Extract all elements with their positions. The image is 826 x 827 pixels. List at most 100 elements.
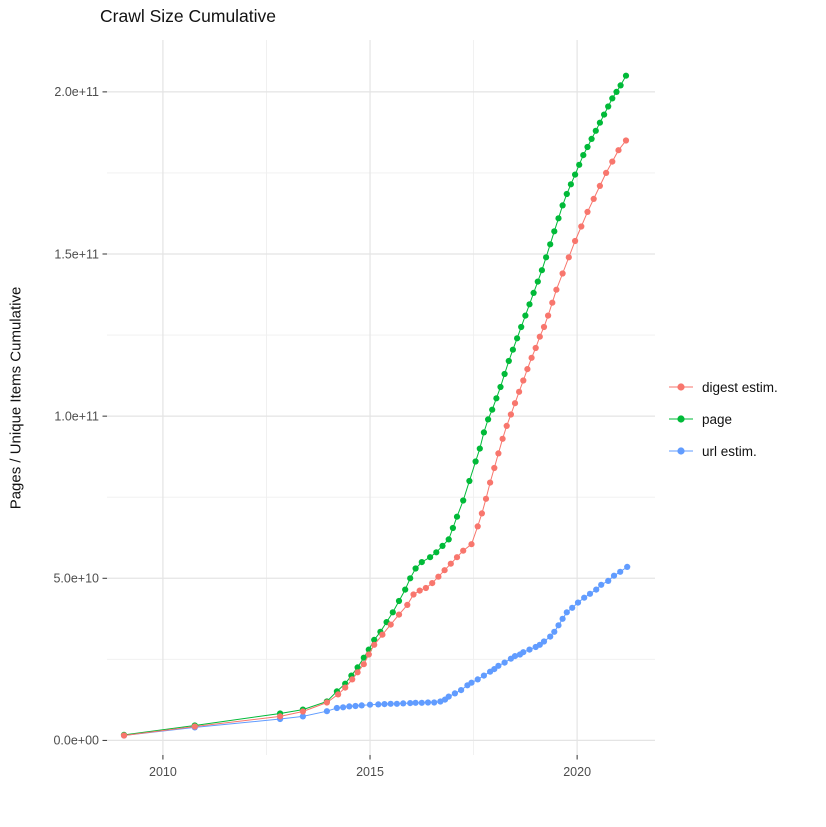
series-url-estim-point: [468, 679, 475, 686]
series-digest-estim-point: [559, 270, 566, 277]
legend-key-icon: [669, 447, 693, 455]
series-digest-estim-point: [520, 377, 527, 384]
series-page-point: [551, 228, 558, 235]
series-url-estim-point: [366, 701, 374, 708]
series-url-estim-point: [569, 604, 576, 611]
series-url-estim-point: [610, 572, 618, 579]
series-page-point: [407, 575, 414, 582]
series-url-estim-point: [333, 704, 340, 712]
series-page-point: [572, 171, 579, 178]
series-page-point: [439, 542, 446, 550]
series-url-estim-point: [400, 700, 407, 707]
y-tick-label: 1.5e+11: [54, 247, 99, 261]
series-digest-estim-point: [622, 137, 630, 144]
y-tick-label: 5.0e+10: [53, 572, 99, 586]
series-page-point: [501, 370, 508, 378]
series-url-estim-point: [511, 653, 519, 660]
series-digest-estim-point: [540, 323, 548, 331]
series-url-estim-point: [547, 633, 554, 640]
series-url-estim-point: [555, 622, 562, 629]
series-url-estim-point: [346, 703, 353, 710]
series-digest-estim-point: [524, 366, 531, 373]
series-digest-estim-point: [435, 573, 442, 580]
series-digest-estim-point: [453, 554, 461, 561]
series-page-point: [389, 609, 396, 616]
y-tick-label: 0.0e+00: [53, 734, 99, 748]
series-page-point: [354, 664, 361, 671]
series-url-estim-point: [375, 701, 382, 708]
series-url-estim-point: [387, 700, 394, 707]
series-page-point: [605, 103, 612, 110]
series-url-estim-point: [381, 701, 388, 708]
series-digest-estim-point: [507, 411, 514, 418]
series-page-point: [493, 395, 500, 402]
legend-key-icon: [669, 415, 693, 423]
y-tick-label: 1.0e+11: [54, 409, 99, 423]
series-page-point: [559, 202, 566, 209]
series-digest-estim-point: [395, 611, 403, 618]
series-digest-estim-point: [360, 661, 367, 668]
legend-key-icon: [669, 383, 693, 391]
series-page-point: [418, 559, 425, 566]
series-page-point: [472, 458, 479, 465]
series-page-point: [518, 323, 525, 331]
series-page-point: [412, 565, 419, 572]
legend: digest estim. page url estim.: [668, 376, 778, 472]
series-url-estim-point: [581, 594, 588, 601]
series-url-estim-point: [393, 700, 400, 707]
series-digest-estim-point: [410, 591, 417, 598]
series-page-point: [497, 383, 504, 391]
series-url-estim-point: [412, 699, 419, 706]
series-digest-estim-point: [474, 523, 481, 530]
series-url-estim-point: [480, 672, 487, 679]
series-page-point: [427, 554, 434, 561]
series-url-estim-point: [598, 581, 605, 588]
series-url-estim-point: [536, 641, 543, 648]
series-url-estim-point: [495, 662, 502, 669]
series-digest-estim-point: [441, 567, 448, 574]
series-page-point: [395, 597, 403, 605]
x-tick-label: 2020: [563, 765, 591, 779]
series-digest-estim-point: [503, 422, 510, 429]
series-page-point: [445, 536, 452, 543]
series-page-point: [460, 497, 467, 504]
series-page-point: [433, 549, 440, 556]
legend-item-digest-estim: digest estim.: [668, 376, 778, 398]
series-page-point: [480, 429, 487, 436]
legend-label: digest estim.: [702, 379, 778, 395]
series-page-point: [580, 152, 587, 159]
series-page-point: [588, 135, 595, 142]
series-url-estim-point: [451, 690, 458, 697]
series-digest-estim-point: [335, 691, 342, 698]
series-url-estim-point: [540, 638, 548, 645]
series-digest-estim-point: [379, 631, 386, 638]
series-url-estim-line: [123, 566, 628, 736]
y-axis-title: Pages / Unique Items Cumulative: [7, 286, 25, 510]
series-digest-estim-point: [429, 580, 436, 587]
series-digest-estim-point: [499, 435, 506, 442]
series-page-point: [555, 215, 562, 222]
series-url-estim-point: [407, 700, 414, 707]
series-page-point: [514, 335, 521, 342]
series-digest-estim-point: [487, 479, 494, 486]
series-page-point: [613, 88, 620, 95]
series-url-estim-point: [418, 699, 425, 706]
series-digest-estim-point: [277, 713, 284, 720]
series-url-estim-point: [586, 590, 594, 597]
series-page-point: [534, 278, 541, 285]
series-url-estim-point: [340, 704, 347, 711]
series-digest-estim-point: [342, 684, 349, 691]
series-digest-estim-point: [603, 169, 610, 176]
series-digest-estim-point: [545, 312, 552, 319]
series-page-point: [547, 241, 554, 248]
series-page-point: [538, 267, 546, 274]
series-digest-estim-point: [532, 344, 539, 352]
legend-item-page: page: [668, 408, 778, 430]
series-url-estim-point: [424, 699, 432, 706]
series-digest-estim-point: [416, 587, 423, 594]
series-digest-estim-point: [536, 333, 543, 340]
legend-label: page: [702, 411, 733, 427]
series-url-estim-point: [624, 563, 631, 571]
series-url-estim-point: [559, 615, 566, 622]
